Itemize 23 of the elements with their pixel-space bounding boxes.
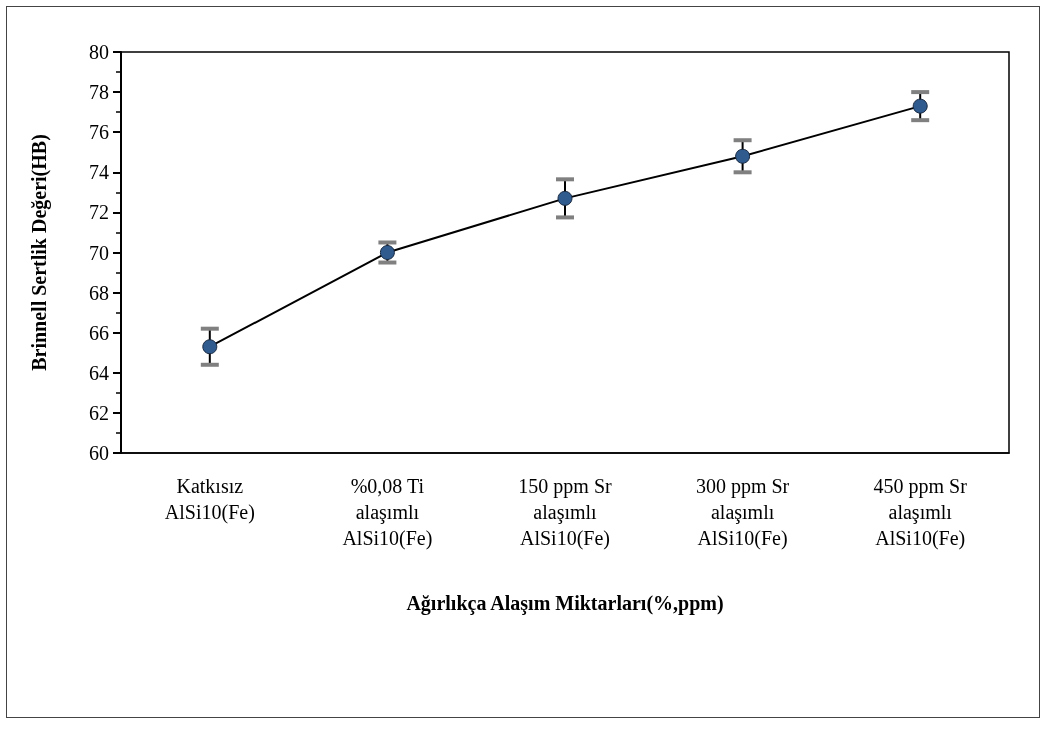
y-tick-label: 62 xyxy=(89,401,109,424)
x-tick-label: Katkısız AlSi10(Fe) xyxy=(164,475,255,524)
y-tick-label: 74 xyxy=(89,161,109,184)
y-tick-label: 80 xyxy=(89,41,109,63)
point xyxy=(735,148,751,164)
x-tick-label: 150 ppm Sr alaşımlı AlSi10(Fe) xyxy=(518,475,613,550)
point xyxy=(557,190,573,206)
x-tick-label: 450 ppm Sr alaşımlı AlSi10(Fe) xyxy=(873,475,968,550)
y-tick-label: 66 xyxy=(89,321,109,344)
x-axis-title: Ağırlıkça Alaşım Miktarları(%,ppm) xyxy=(406,592,724,615)
y-tick-label: 72 xyxy=(89,201,109,224)
y-tick-label: 76 xyxy=(89,121,109,144)
y-tick-label: 70 xyxy=(89,241,109,264)
point xyxy=(912,98,928,114)
y-tick-label: 78 xyxy=(89,81,109,104)
y-tick-label: 64 xyxy=(89,361,109,384)
y-tick-label: 60 xyxy=(89,442,109,464)
point xyxy=(202,339,218,355)
x-tick-label: 300 ppm Sr alaşımlı AlSi10(Fe) xyxy=(695,475,790,550)
y-axis-title: Brinnell Sertlik Değeri(HB) xyxy=(28,134,51,371)
point xyxy=(379,245,395,260)
y-tick-label: 68 xyxy=(89,281,109,304)
x-tick-label: %0,08 Ti alaşımlı AlSi10(Fe) xyxy=(342,475,433,550)
